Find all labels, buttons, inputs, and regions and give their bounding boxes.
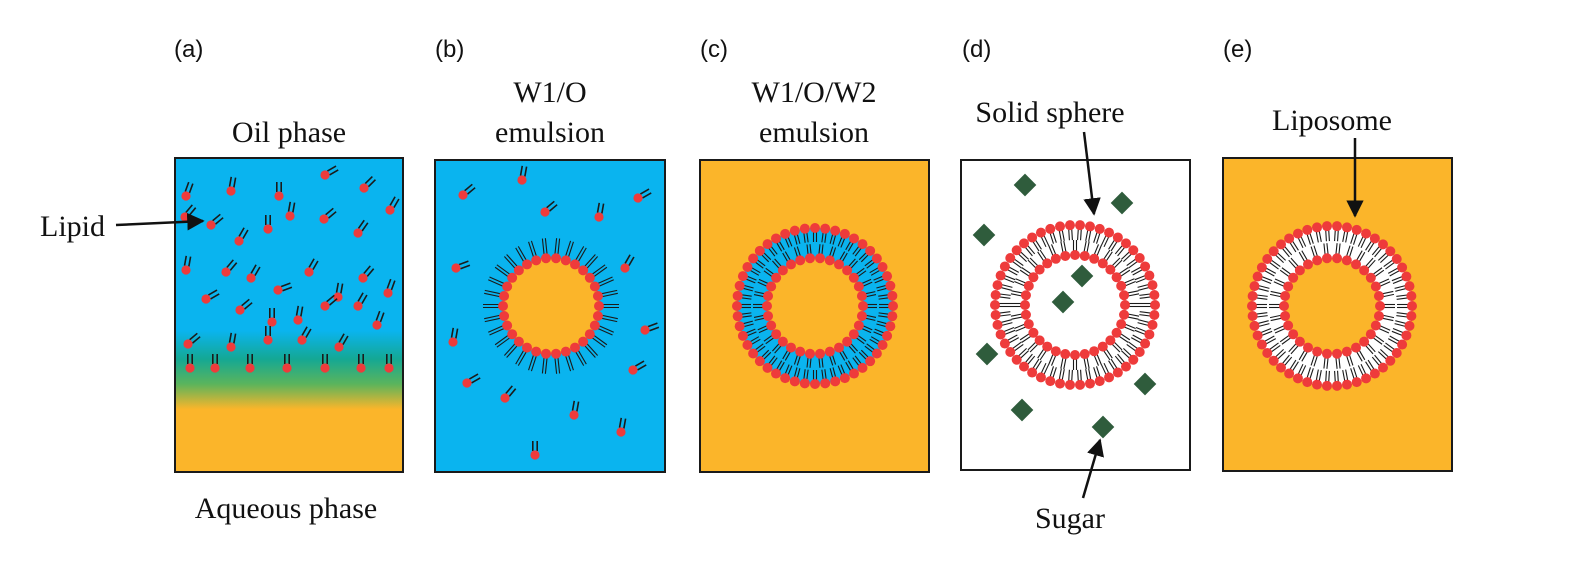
panel-a-lipid <box>263 326 273 345</box>
panel-b-lipid <box>633 188 652 203</box>
panel-a-lipid <box>353 292 368 311</box>
panel-b-lipid <box>517 165 528 185</box>
panel-d-bottom-label: Sugar <box>1035 502 1105 535</box>
lipid-label: Lipid <box>40 210 105 243</box>
panel-a-lipid <box>263 215 273 234</box>
panel-b-lipid <box>620 254 635 273</box>
panel-d-solid-sphere <box>990 220 1160 390</box>
solid-sphere-arrow <box>1082 131 1101 216</box>
panel-a-lipid <box>234 227 249 246</box>
panel-b <box>434 159 666 473</box>
panel-a-lipid <box>320 294 338 311</box>
panel-a-lipid <box>358 265 375 283</box>
panel-a-interface-lipid <box>384 354 394 373</box>
panel-a-lipid <box>226 176 237 196</box>
panel-a-lipid <box>201 289 220 304</box>
panel-a-lipid <box>183 332 201 349</box>
sugar-crystal <box>975 342 999 366</box>
panel-b-lipids <box>448 165 660 460</box>
panel-e-water-core <box>1284 258 1380 354</box>
panel-a-lipid <box>267 308 277 327</box>
sugar-arrow <box>1081 438 1104 499</box>
panel-a-lipid <box>221 259 238 277</box>
panel-e-outer-leaflet <box>1247 221 1417 391</box>
panel-a-lipid <box>235 298 253 315</box>
panel-e-letter: (e) <box>1223 36 1252 63</box>
panel-a-lipid <box>334 333 349 352</box>
sugar-crystal <box>1091 415 1115 439</box>
panel-b-lipid <box>594 202 605 222</box>
panel-b-lipid <box>500 385 517 403</box>
panel-a-lipid <box>181 181 194 201</box>
panel-b-lipid <box>448 327 459 347</box>
panel-b-letter: (b) <box>435 36 464 63</box>
sugar-crystal <box>1133 372 1157 396</box>
panel-b-droplet <box>483 238 619 374</box>
panel-a-lipid <box>206 213 224 230</box>
panel-c-water-core <box>767 258 863 354</box>
panel-b-lipid <box>540 200 558 217</box>
panel-a-lipid <box>297 326 312 345</box>
panel-b-lipid <box>616 417 627 437</box>
panel-c-inner-leaflet <box>753 244 877 368</box>
panel-a-interface-lipid <box>245 354 255 373</box>
panel-b-lipid <box>451 260 471 273</box>
panel-e-inner-leaflet <box>1269 243 1395 369</box>
panel-d <box>960 159 1191 471</box>
panel-c-title-line-2: emulsion <box>759 116 869 149</box>
panel-a-lipid <box>383 278 396 298</box>
panel-a-lipid <box>274 182 284 201</box>
panel-b-lipid <box>462 373 481 388</box>
panel-b-title-line-1: W1/O <box>513 76 586 109</box>
panel-a-lipid <box>273 282 293 295</box>
panel-b-lipid <box>530 441 540 460</box>
panel-d-top-label: Solid sphere <box>975 96 1124 129</box>
panel-a-lipid <box>319 207 337 224</box>
panel-a-lipid <box>385 196 400 215</box>
panel-a-interface-lipid <box>185 354 195 373</box>
panel-a-lipid <box>226 332 237 352</box>
panel-a-lipids <box>180 165 400 373</box>
panel-e-liposome <box>1247 221 1417 391</box>
sugar-crystal <box>1051 290 1075 314</box>
panel-b-water-core <box>503 258 599 354</box>
panel-a-top-label: Oil phase <box>232 116 346 149</box>
panel-a-lipid <box>353 219 369 238</box>
panel-c-title-line-1: W1/O/W2 <box>752 76 877 109</box>
panel-c <box>699 159 930 473</box>
panel-a-lipid <box>285 201 296 221</box>
panel-d-inner-leaflet <box>1010 240 1140 370</box>
panel-a-lipid <box>181 255 192 275</box>
panel-b-lipid <box>458 183 476 200</box>
panel-c-outer-leaflet <box>732 223 898 389</box>
panel-e-top-label: Liposome <box>1272 104 1392 137</box>
sugar-crystal <box>1070 264 1094 288</box>
panel-a-lipid <box>293 305 304 325</box>
panel-a-lipid <box>372 310 385 330</box>
panel-d-outer-leaflet <box>990 220 1160 390</box>
panel-e <box>1222 157 1453 472</box>
panel-b-monolayer <box>483 238 619 374</box>
panel-a-letter: (a) <box>174 36 203 63</box>
panel-a-interface-lipid <box>356 354 366 373</box>
panel-c-double-emulsion <box>732 223 898 389</box>
panel-a <box>174 157 404 473</box>
panel-d-letter: (d) <box>962 36 991 63</box>
panel-a-lipid <box>359 175 377 193</box>
panel-c-letter: (c) <box>700 36 728 63</box>
panel-a-interface-lipid <box>282 354 292 373</box>
panel-b-title-line-2: emulsion <box>495 116 605 149</box>
panel-a-interface-lipid <box>320 354 330 373</box>
panel-b-lipid <box>628 360 647 375</box>
panel-b-lipid <box>640 322 660 335</box>
panel-a-lipid <box>304 258 319 277</box>
panel-b-lipid <box>569 400 580 420</box>
panel-a-lipid <box>320 165 339 180</box>
panel-a-bottom-label: Aqueous phase <box>195 492 377 525</box>
panel-a-lipid <box>246 264 261 283</box>
panel-a-interface-lipid <box>210 354 220 373</box>
lipid-arrow <box>115 212 205 231</box>
sugar-crystal <box>1010 398 1034 422</box>
